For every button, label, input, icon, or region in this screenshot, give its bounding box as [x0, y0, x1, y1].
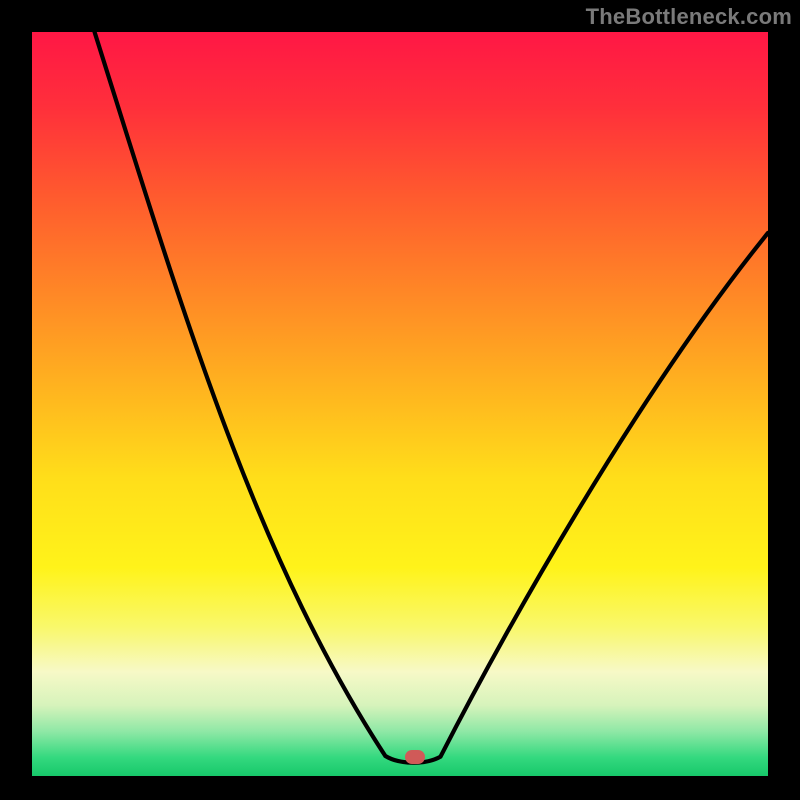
- watermark-text: TheBottleneck.com: [586, 4, 792, 30]
- bottleneck-curve: [32, 32, 768, 776]
- optimal-point-marker: [405, 750, 425, 764]
- plot-area: [32, 32, 768, 776]
- curve-path: [95, 32, 768, 763]
